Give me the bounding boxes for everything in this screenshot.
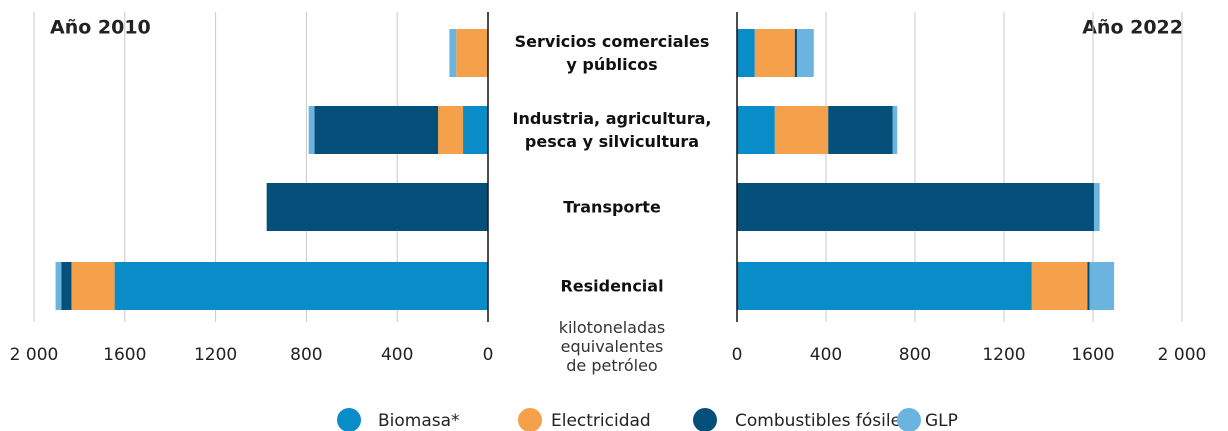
bar-segment — [456, 29, 488, 77]
category-label: Transporte — [563, 197, 661, 217]
category-label: Residencial — [560, 276, 664, 296]
panel-title: Año 2022 — [1082, 17, 1183, 39]
category-label: Industria, agricultura, pesca y silvicul… — [512, 109, 712, 151]
x-tick-label: 1200 — [194, 345, 237, 365]
bar-segment — [794, 29, 798, 77]
bar-segment — [892, 106, 898, 154]
bar-segment — [114, 262, 489, 310]
bar-segment — [1094, 183, 1100, 231]
legend-swatch — [518, 408, 542, 431]
bar-segment — [737, 106, 775, 154]
panel-title: Año 2010 — [50, 17, 151, 39]
bar-segment — [438, 106, 464, 154]
bar-segment — [737, 262, 1032, 310]
x-tick-label: 2 000 — [10, 345, 59, 365]
bar-segment — [737, 29, 755, 77]
bar-segment — [61, 262, 72, 310]
bar-segment — [1089, 262, 1115, 310]
x-tick-label: 800 — [290, 345, 322, 365]
legend-swatch — [337, 408, 361, 431]
bar-segment — [308, 106, 315, 154]
bar-segment — [1087, 262, 1090, 310]
bar-segment — [737, 183, 1095, 231]
x-tick-label: 400 — [810, 345, 842, 365]
bar-segment — [1031, 262, 1088, 310]
bar-segment — [55, 262, 62, 310]
x-tick-label: 1600 — [1071, 345, 1114, 365]
x-tick-label: 400 — [381, 345, 413, 365]
x-axis-label: kilotoneladas equivalentes de petróleo — [558, 318, 666, 375]
x-tick-label: 0 — [483, 345, 494, 365]
legend-swatch — [897, 408, 921, 431]
legend-label: Combustibles fósiles — [735, 411, 910, 431]
x-tick-label: 2 000 — [1158, 345, 1207, 365]
legend-label: GLP — [925, 411, 958, 431]
x-tick-label: 0 — [732, 345, 743, 365]
bar-segment — [314, 106, 439, 154]
legend-label: Electricidad — [551, 411, 651, 431]
legend-label: Biomasa* — [378, 411, 460, 431]
legend-swatch — [693, 408, 717, 431]
bar-segment — [754, 29, 795, 77]
bar-segment — [797, 29, 814, 77]
bar-segment — [828, 106, 893, 154]
x-tick-label: 800 — [899, 345, 931, 365]
x-tick-label: 1600 — [103, 345, 146, 365]
bar-segment — [774, 106, 829, 154]
x-tick-label: 1200 — [982, 345, 1025, 365]
category-label: Servicios comerciales y públicos — [514, 32, 710, 74]
bar-segment — [266, 183, 488, 231]
bar-segment — [71, 262, 115, 310]
bar-segment — [463, 106, 488, 154]
bar-segment — [449, 29, 457, 77]
